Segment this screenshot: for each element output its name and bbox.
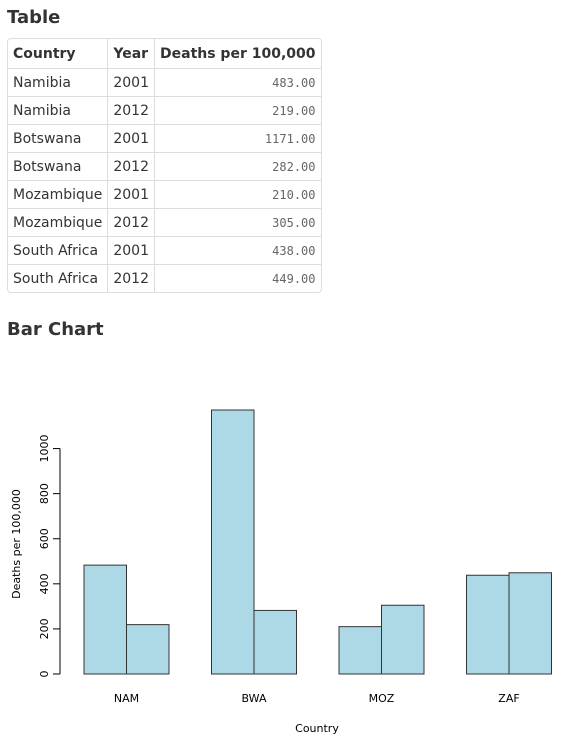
bar-nam-2001 (83, 564, 127, 675)
table-row: South Africa 2012 449.00 (8, 264, 321, 292)
cell-country: Namibia (8, 68, 108, 96)
cell-country: Namibia (8, 96, 108, 124)
bar-zaf-2001 (466, 574, 510, 675)
x-tick-label: BWA (242, 692, 267, 705)
bars-group (83, 409, 552, 675)
bar-zaf-2012 (508, 572, 552, 675)
bar-moz-2012 (381, 604, 425, 675)
cell-year: 2012 (107, 208, 154, 236)
y-axis: 0 200 400 600 800 1000 (38, 435, 61, 678)
cell-country: Botswana (8, 124, 108, 152)
table-row: Mozambique 2012 305.00 (8, 208, 321, 236)
bar-moz-2001 (338, 626, 382, 675)
table-row: Namibia 2012 219.00 (8, 96, 321, 124)
table-heading: Table (7, 7, 61, 28)
col-header-deaths: Deaths per 100,000 (154, 39, 321, 68)
chart-heading: Bar Chart (7, 319, 104, 340)
x-tick-label: ZAF (498, 692, 519, 705)
cell-deaths: 449.00 (154, 264, 321, 292)
cell-country: Mozambique (8, 180, 108, 208)
cell-country: Botswana (8, 152, 108, 180)
cell-deaths: 305.00 (154, 208, 321, 236)
cell-deaths: 210.00 (154, 180, 321, 208)
cell-country: South Africa (8, 264, 108, 292)
y-tick-label: 800 (38, 483, 51, 504)
x-tick-label: NAM (114, 692, 139, 705)
x-axis-title: Country (295, 722, 339, 735)
y-axis-title: Deaths per 100,000 (10, 489, 23, 599)
cell-year: 2001 (107, 236, 154, 264)
bar-chart: 0 200 400 600 800 1000 NAM BWA MOZ ZAF Country D… (10, 409, 552, 735)
cell-deaths: 438.00 (154, 236, 321, 264)
table-row: Namibia 2001 483.00 (8, 68, 321, 96)
cell-deaths: 483.00 (154, 68, 321, 96)
x-axis-labels: NAM BWA MOZ ZAF (114, 692, 520, 705)
y-tick-label: 0 (38, 671, 51, 678)
table-row: Botswana 2001 1171.00 (8, 124, 321, 152)
bar-bwa-2001 (211, 409, 255, 675)
y-tick-label: 400 (38, 573, 51, 594)
cell-country: Mozambique (8, 208, 108, 236)
cell-year: 2012 (107, 152, 154, 180)
table-row: South Africa 2001 438.00 (8, 236, 321, 264)
table-header-row: Country Year Deaths per 100,000 (8, 39, 321, 68)
col-header-year: Year (107, 39, 154, 68)
cell-year: 2001 (107, 180, 154, 208)
cell-year: 2012 (107, 96, 154, 124)
y-tick-label: 200 (38, 618, 51, 639)
col-header-country: Country (13, 45, 76, 62)
cell-year: 2001 (107, 124, 154, 152)
data-table: Country Year Deaths per 100,000 Namibia … (7, 38, 322, 293)
cell-deaths: 219.00 (154, 96, 321, 124)
cell-country: South Africa (8, 236, 108, 264)
table-row: Mozambique 2001 210.00 (8, 180, 321, 208)
y-tick-label: 1000 (38, 435, 51, 463)
y-tick-label: 600 (38, 528, 51, 549)
cell-deaths: 282.00 (154, 152, 321, 180)
table-row: Botswana 2012 282.00 (8, 152, 321, 180)
cell-year: 2012 (107, 264, 154, 292)
cell-deaths: 1171.00 (154, 124, 321, 152)
x-tick-label: MOZ (369, 692, 395, 705)
bar-bwa-2012 (253, 609, 297, 675)
bar-nam-2012 (126, 624, 170, 675)
cell-year: 2001 (107, 68, 154, 96)
